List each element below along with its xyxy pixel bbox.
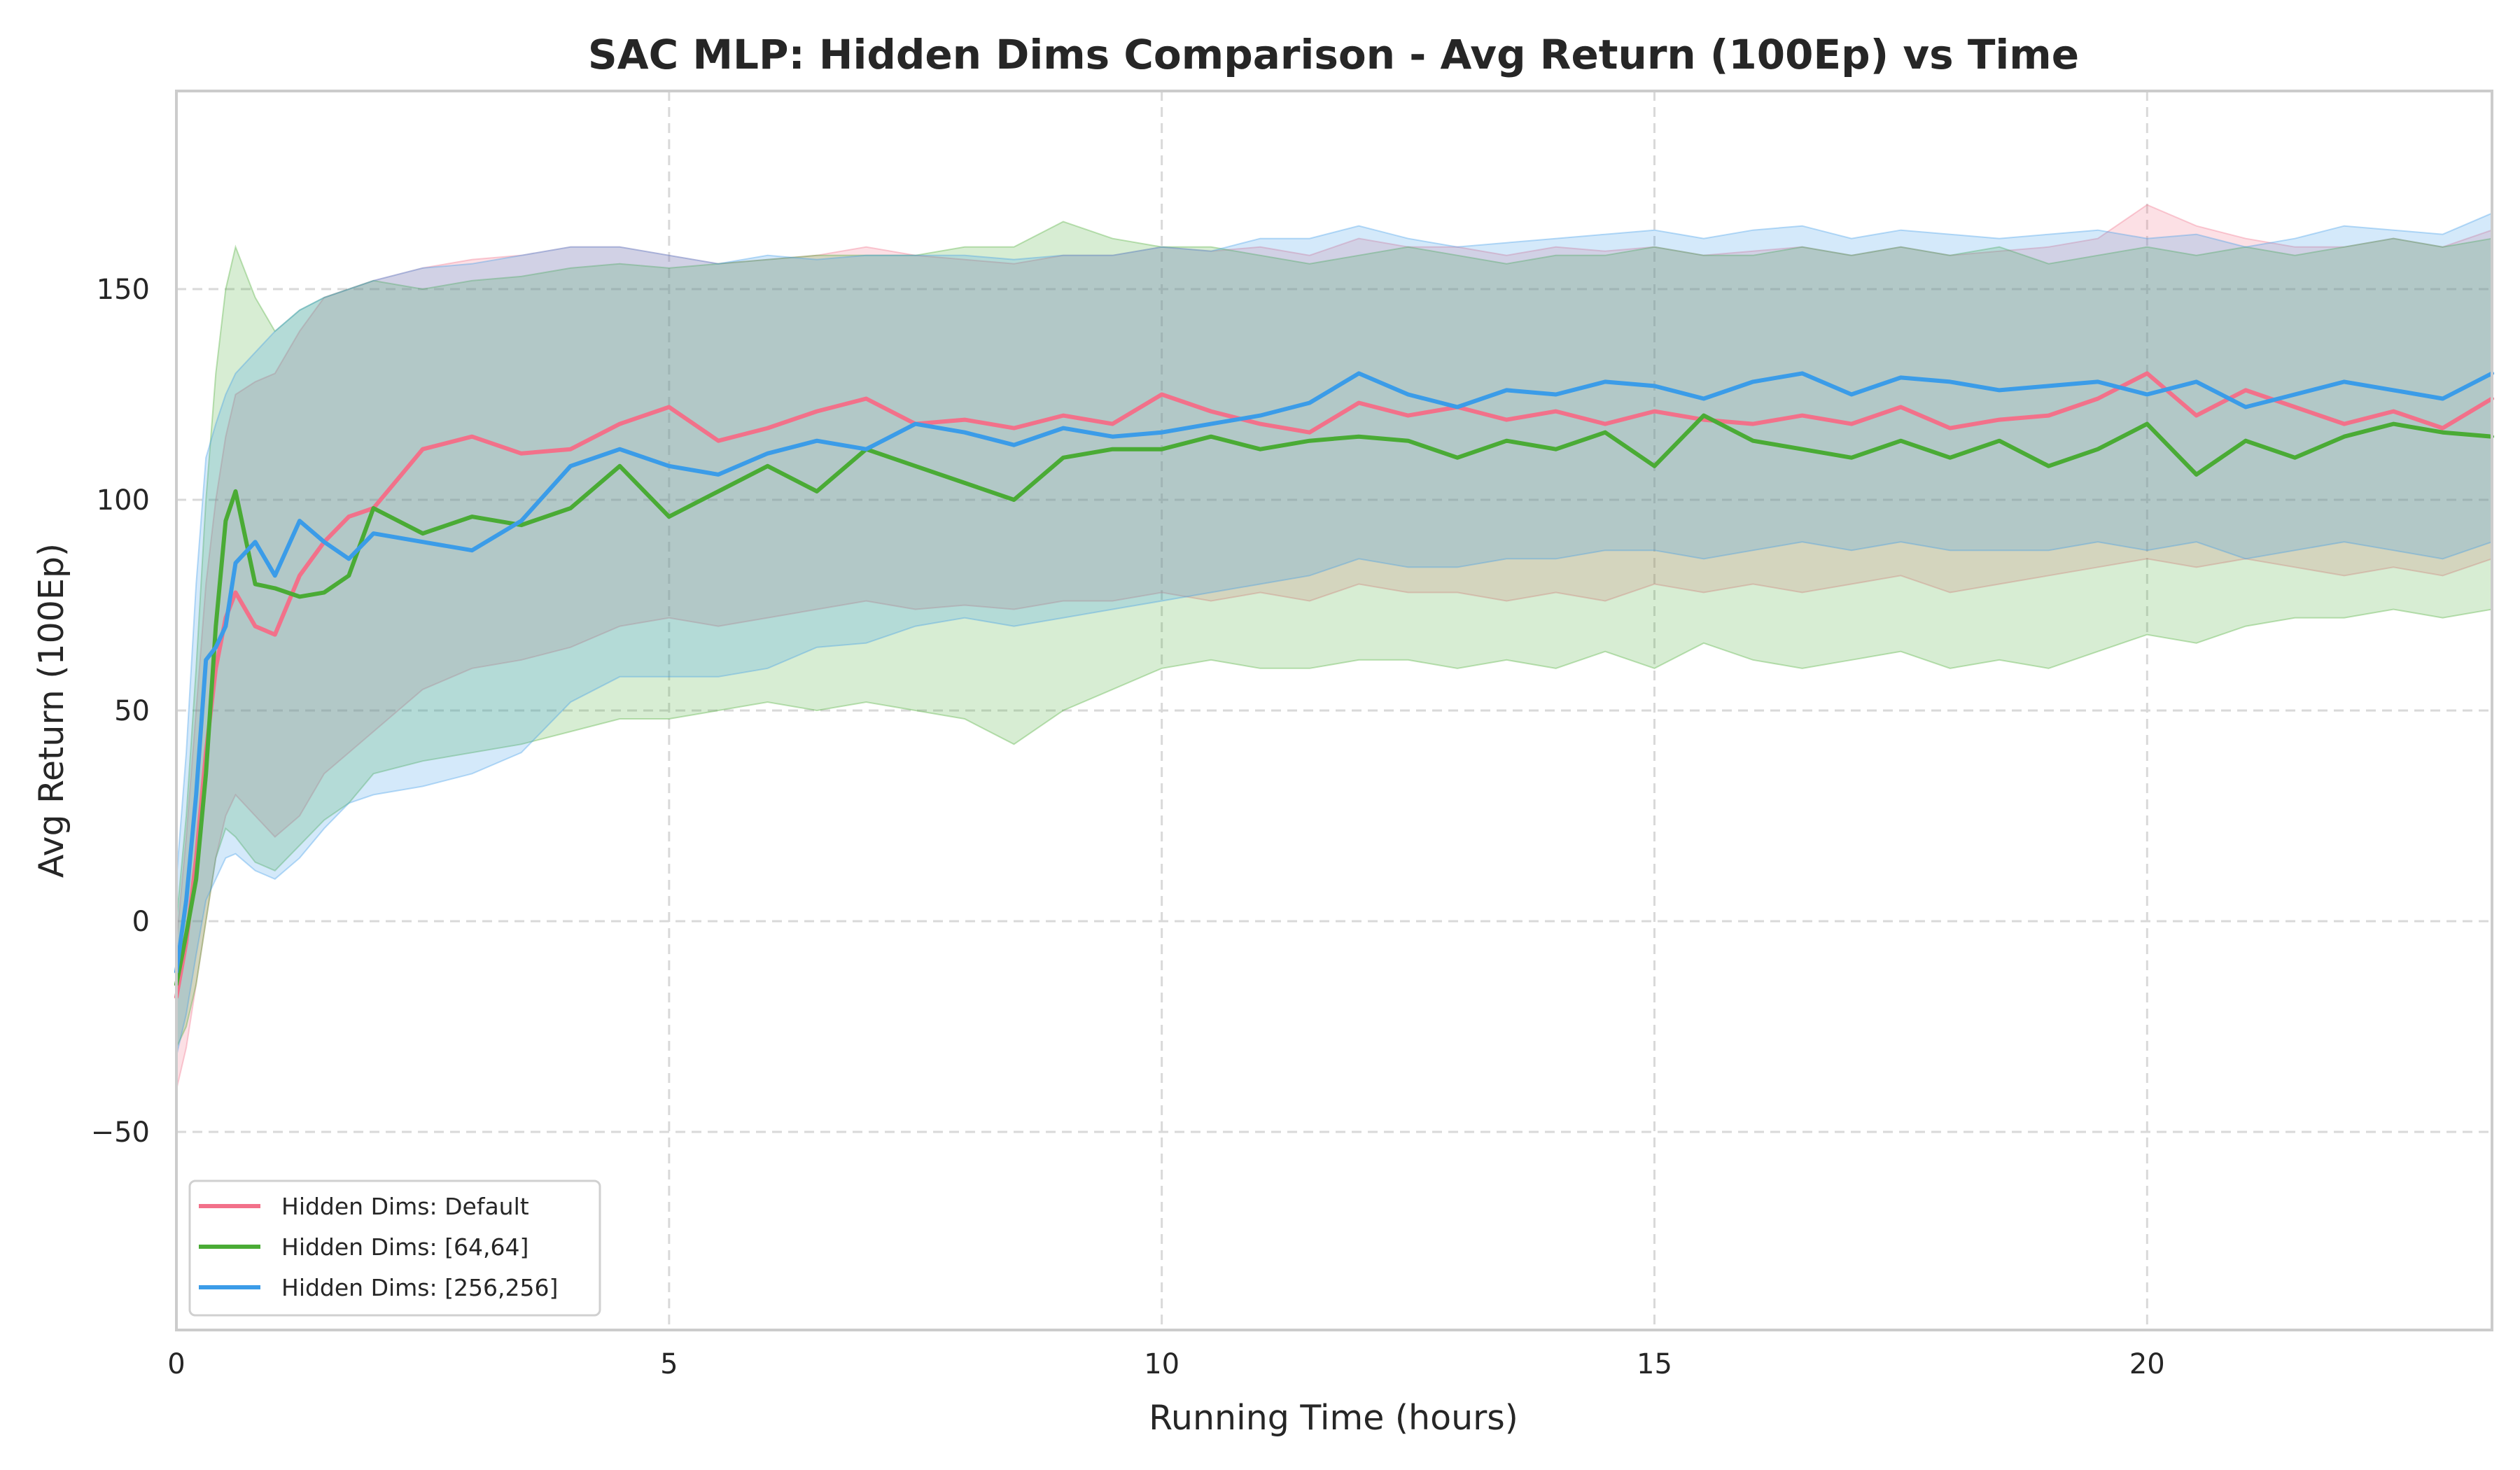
y-tick-label: 0 [132, 906, 150, 938]
legend-label: Hidden Dims: [256,256] [281, 1274, 558, 1301]
y-tick-label: 100 [97, 484, 150, 517]
y-axis-label: Avg Return (100Ep) [31, 543, 71, 878]
x-axis-label: Running Time (hours) [1149, 1398, 1518, 1438]
x-tick-labels: 0 5 10 15 20 [167, 1348, 2164, 1380]
y-tick-label: 50 [114, 695, 150, 727]
series-line [174, 413, 2494, 987]
legend-label: Hidden Dims: Default [281, 1193, 529, 1220]
y-tick-labels: −50 0 50 100 150 [91, 274, 150, 1149]
series-line [174, 371, 2494, 1000]
plot-frame [175, 90, 2493, 1331]
grid [176, 91, 2492, 1330]
x-tick-label: 5 [660, 1348, 678, 1380]
legend-box [188, 1180, 601, 1317]
legend-label: Hidden Dims: [64,64] [281, 1233, 528, 1261]
x-tick-label: 10 [1144, 1348, 1180, 1380]
confidence-bands [176, 204, 2493, 1091]
y-tick-label: 150 [97, 274, 150, 306]
x-tick-label: 20 [2129, 1348, 2165, 1380]
x-tick-label: 0 [167, 1348, 185, 1380]
y-tick-label: −50 [91, 1116, 150, 1149]
series-lines [174, 371, 2494, 1000]
legend: Hidden Dims: Default Hidden Dims: [64,64]… [188, 1180, 601, 1317]
x-tick-label: 15 [1637, 1348, 1672, 1380]
series-line [174, 371, 2494, 974]
chart-title: SAC MLP: Hidden Dims Comparison - Avg Re… [588, 31, 2079, 78]
